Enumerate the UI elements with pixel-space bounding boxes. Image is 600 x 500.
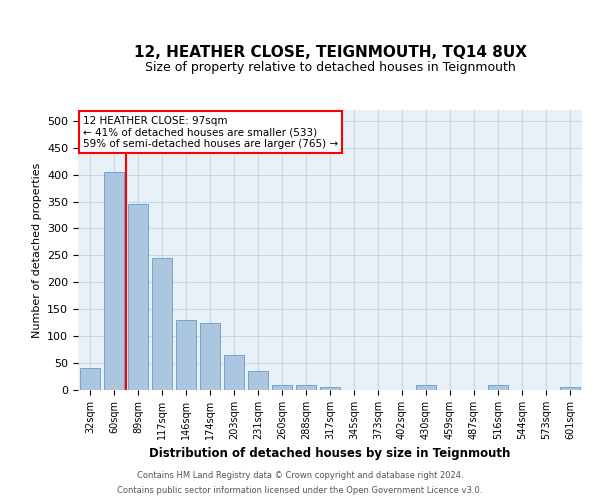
Title: Size of property relative to detached houses in Teignmouth: Size of property relative to detached ho… <box>145 61 515 74</box>
Bar <box>560 388 580 390</box>
Bar <box>416 384 436 390</box>
X-axis label: Distribution of detached houses by size in Teignmouth: Distribution of detached houses by size … <box>149 448 511 460</box>
Bar <box>128 204 148 390</box>
Bar <box>248 371 268 390</box>
Bar <box>104 172 124 390</box>
Bar <box>320 388 340 390</box>
Text: Contains HM Land Registry data © Crown copyright and database right 2024.: Contains HM Land Registry data © Crown c… <box>137 471 463 480</box>
Y-axis label: Number of detached properties: Number of detached properties <box>32 162 41 338</box>
Bar <box>488 384 508 390</box>
Bar <box>80 368 100 390</box>
Bar <box>152 258 172 390</box>
Text: 12, HEATHER CLOSE, TEIGNMOUTH, TQ14 8UX: 12, HEATHER CLOSE, TEIGNMOUTH, TQ14 8UX <box>133 44 527 60</box>
Text: 12 HEATHER CLOSE: 97sqm
← 41% of detached houses are smaller (533)
59% of semi-d: 12 HEATHER CLOSE: 97sqm ← 41% of detache… <box>83 116 338 149</box>
Bar <box>224 355 244 390</box>
Bar <box>176 320 196 390</box>
Text: Contains public sector information licensed under the Open Government Licence v3: Contains public sector information licen… <box>118 486 482 495</box>
Bar <box>200 322 220 390</box>
Bar <box>296 384 316 390</box>
Bar <box>272 384 292 390</box>
